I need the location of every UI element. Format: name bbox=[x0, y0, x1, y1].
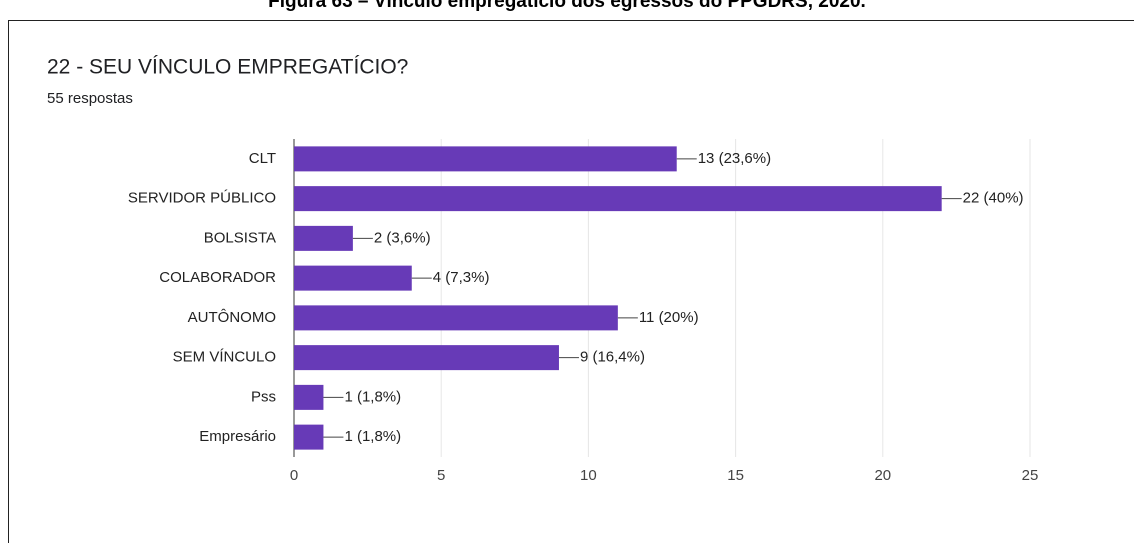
data-label: 9 (16,4%) bbox=[580, 349, 645, 366]
bar bbox=[294, 186, 942, 212]
y-tick-label: COLABORADOR bbox=[159, 269, 276, 286]
x-tick-label: 20 bbox=[874, 467, 891, 484]
bar bbox=[294, 384, 324, 410]
chart-subtitle: 55 respostas bbox=[47, 90, 133, 107]
bar bbox=[294, 146, 677, 172]
x-tick-label: 10 bbox=[580, 467, 597, 484]
chart-title: 22 - SEU VÍNCULO EMPREGATÍCIO? bbox=[47, 56, 408, 79]
frame bbox=[8, 20, 1134, 543]
x-tick-label: 5 bbox=[437, 467, 445, 484]
y-tick-label: SEM VÍNCULO bbox=[173, 349, 276, 366]
y-tick-label: Empresário bbox=[199, 428, 276, 445]
y-tick-label: Pss bbox=[251, 388, 276, 405]
data-label: 1 (1,8%) bbox=[344, 428, 401, 445]
bar bbox=[294, 305, 618, 331]
x-tick-label: 25 bbox=[1022, 467, 1039, 484]
x-tick-label: 15 bbox=[727, 467, 744, 484]
y-tick-label: SERVIDOR PÚBLICO bbox=[128, 190, 276, 207]
bar bbox=[294, 424, 324, 450]
data-label: 1 (1,8%) bbox=[344, 388, 401, 405]
y-tick-label: AUTÔNOMO bbox=[188, 309, 276, 326]
bar bbox=[294, 345, 559, 371]
data-label: 11 (20%) bbox=[639, 309, 699, 326]
data-label: 22 (40%) bbox=[963, 190, 1024, 207]
data-label: 4 (7,3%) bbox=[433, 269, 490, 286]
data-label: 2 (3,6%) bbox=[374, 229, 431, 246]
y-tick-label: BOLSISTA bbox=[204, 229, 276, 246]
y-tick-label: CLT bbox=[249, 150, 276, 167]
bar bbox=[294, 265, 412, 291]
data-label: 13 (23,6%) bbox=[698, 150, 771, 167]
x-tick-label: 0 bbox=[290, 467, 298, 484]
bar bbox=[294, 225, 353, 251]
figure-caption: Figura 63 – Vínculo empregatício dos egr… bbox=[268, 0, 866, 12]
